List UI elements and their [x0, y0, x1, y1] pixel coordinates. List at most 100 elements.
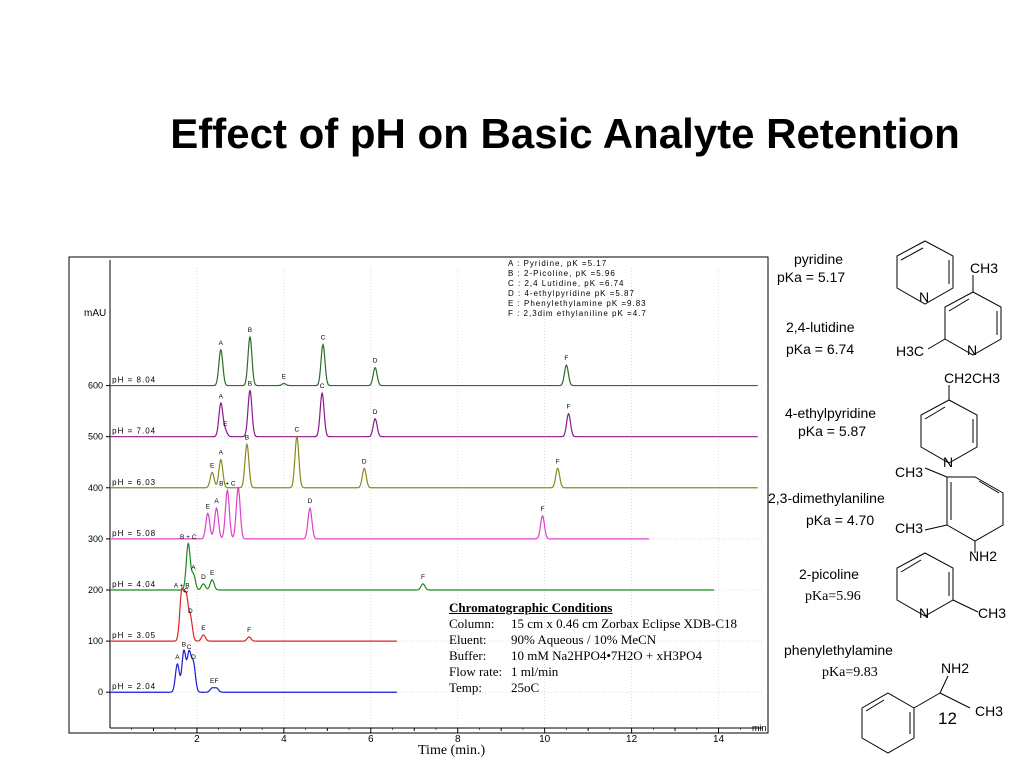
peak-label: B: [245, 434, 249, 441]
peak-label: D: [308, 498, 313, 505]
chromatographic-conditions: Chromatographic Conditions Column: 15 cm…: [449, 600, 737, 696]
peak-label: C: [295, 427, 300, 434]
condition-value: 15 cm x 0.46 cm Zorbax Eclipse XDB-C18: [511, 616, 738, 631]
picoline-structure: [896, 552, 979, 617]
legend-entry: C : 2,4 Lutidine, pK =6.74: [508, 279, 625, 288]
trace-603: pH = 6.03 EA B C D F: [110, 427, 758, 489]
compound-pka-picoline: pKa=5.96: [805, 589, 861, 604]
condition-row-eluent: Eluent: 90% Aqueous / 10% MeCN: [449, 632, 737, 648]
condition-row-buffer: Buffer: 10 mM Na2HPO4•7H2O + xH3PO4: [449, 648, 737, 664]
pea-nh2-label: NH2: [941, 660, 970, 676]
peak-label: A: [191, 565, 196, 572]
y-tick-label: 100: [88, 636, 103, 646]
trace-804: pH = 8.04 A B E C D F: [110, 327, 758, 387]
condition-value: 25oC: [511, 680, 540, 695]
condition-row-column: Column: 15 cm x 0.46 cm Zorbax Eclipse X…: [449, 616, 737, 632]
condition-value: 10 mM Na2HPO4•7H2O + xH3PO4: [511, 648, 703, 663]
compound-pka-phenylethylamine: pKa=9.83: [822, 665, 878, 680]
dma-ch3-label-a: CH3: [895, 464, 924, 480]
peak-label: F: [247, 627, 251, 634]
trace-ph-label: pH = 2.04: [112, 682, 156, 691]
trace-line: [110, 542, 715, 591]
condition-key: Column:: [449, 616, 495, 631]
x-tick-label: 8: [455, 734, 461, 745]
peak-label: F: [215, 678, 219, 685]
y-tick-label: 600: [88, 381, 103, 391]
pyridine-n-label: N: [919, 289, 930, 305]
phenylethylamine-structure: [861, 675, 971, 754]
x-tick-label: 4: [281, 734, 287, 745]
compound-name-ethylpyridine: 4-ethylpyridine: [785, 405, 877, 421]
compound-name-picoline: 2-picoline: [799, 566, 859, 582]
peak-label: D: [373, 358, 378, 365]
compound-pka-ethylpyridine: pKa = 5.87: [798, 423, 867, 439]
peak-label: E: [282, 374, 287, 381]
peak-label: E: [206, 503, 211, 510]
peak-label: D: [191, 654, 196, 661]
peak-label: D: [362, 458, 367, 465]
peak-label: F: [567, 404, 571, 411]
condition-key: Flow rate:: [449, 664, 503, 679]
peak-label: B + C: [180, 534, 197, 541]
trace-line: [110, 434, 758, 489]
peak-label: B: [182, 641, 186, 648]
pyridine-structure: [896, 240, 954, 305]
condition-key: Temp:: [449, 680, 483, 695]
x-tick-label: 10: [539, 734, 551, 745]
peak-label: F: [541, 506, 545, 513]
trace-ph-label: pH = 5.08: [112, 529, 156, 538]
x-tick-label: 2: [194, 734, 200, 745]
ethylpyridine-structure: [920, 385, 978, 464]
peak-label: B: [248, 381, 252, 388]
peak-label: E: [210, 678, 215, 685]
lutidine-h3c-label: H3C: [896, 343, 925, 359]
condition-row-temp: Temp: 25oC: [449, 680, 737, 696]
dma-nh2-label: NH2: [969, 548, 998, 564]
legend-entry: A : Pyridine, pK =5.17: [508, 259, 607, 268]
slide-title: Effect of pH on Basic Analyte Retention: [170, 110, 960, 157]
peak-label: F: [421, 574, 425, 581]
trace-704: pH = 7.04 A E B C D F: [110, 381, 758, 438]
y-tick-label: 300: [88, 534, 103, 544]
x-axis-unit: min: [752, 723, 767, 733]
peak-label: D: [188, 608, 193, 615]
picoline-n-label: N: [919, 605, 930, 621]
peak-label: C: [320, 383, 325, 390]
legend-entry: B : 2-Picoline, pK =5.96: [508, 269, 616, 278]
ethylpyridine-ch2ch3-label: CH2CH3: [944, 370, 1001, 386]
peak-label: F: [556, 458, 560, 465]
y-axis-label: mAU: [84, 308, 106, 319]
peak-label: A + B: [174, 583, 190, 590]
trace-ph-label: pH = 6.03: [112, 478, 156, 487]
peak-label: E: [210, 462, 215, 469]
y-axis: 0 100 200 300 400 500 600: [88, 260, 111, 728]
peak-label: C: [184, 588, 189, 595]
y-tick-label: 0: [98, 687, 103, 697]
compound-name-dimethylaniline: 2,3-dimethylaniline: [768, 490, 885, 506]
peak-label: F: [564, 355, 568, 362]
trace-204: pH = 2.04 AB CD E F: [110, 641, 397, 693]
peak-label: B + C: [219, 480, 236, 487]
x-axis-caption: Time (min.): [418, 743, 486, 758]
condition-row-flow: Flow rate: 1 ml/min: [449, 664, 737, 680]
y-tick-label: 200: [88, 585, 103, 595]
peak-label: A: [175, 654, 180, 661]
peak-label: D: [373, 409, 378, 416]
trace-ph-label: pH = 4.04: [112, 580, 156, 589]
trace-305: pH = 3.05 A + BC D E F: [110, 583, 397, 642]
dma-ch3-label-b: CH3: [895, 520, 924, 536]
trace-line: [110, 485, 649, 540]
trace-line: [110, 649, 397, 693]
trace-ph-label: pH = 7.04: [112, 427, 156, 436]
x-tick-label: 14: [713, 734, 725, 745]
peak-label: E: [223, 421, 228, 428]
legend-entry: F : 2,3dim ethylaniline pK =4.7: [508, 309, 647, 318]
lutidine-structure: [927, 275, 1002, 356]
peak-label: A: [219, 450, 224, 457]
peak-label: C: [187, 644, 192, 651]
compound-pka-pyridine: pKa = 5.17: [777, 269, 846, 285]
condition-key: Buffer:: [449, 648, 487, 663]
trace-ph-label: pH = 8.04: [112, 376, 156, 385]
